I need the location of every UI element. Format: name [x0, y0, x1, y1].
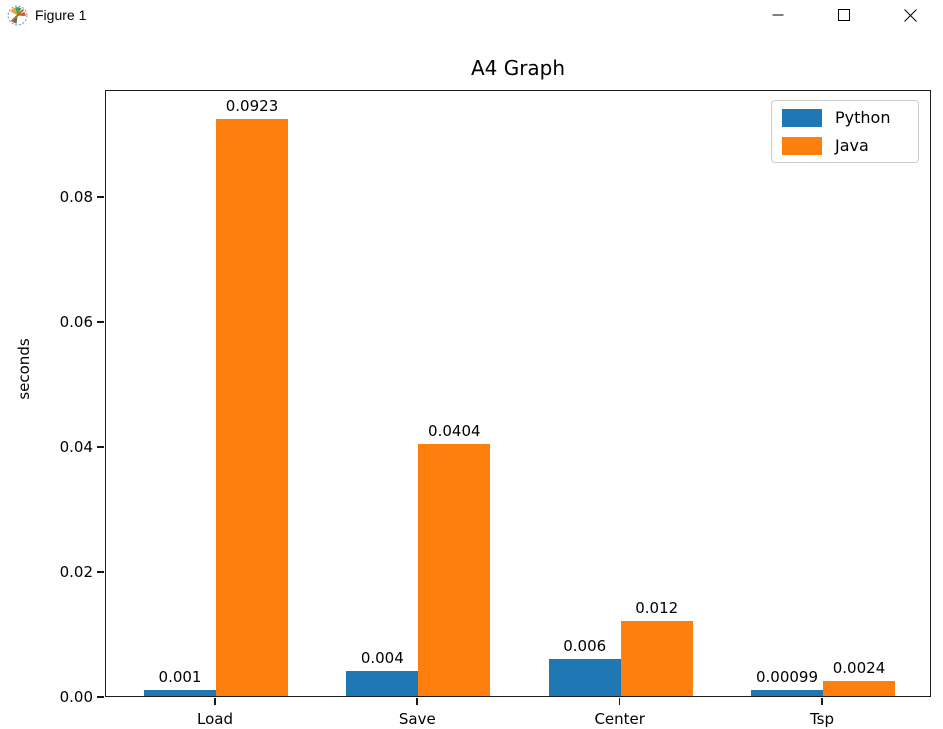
x-tick-label: Load — [197, 710, 233, 728]
chart-legend: Python Java — [771, 100, 919, 163]
x-tick-label: Save — [398, 710, 436, 728]
y-tick-label: 0.02 — [59, 563, 93, 581]
bar-value-label: 0.012 — [635, 599, 679, 617]
bar-value-label: 0.001 — [158, 667, 202, 686]
plot-area: 0.001 0.004 0.006 0.00099 0.0923 0.0404 0.012 0… — [105, 90, 931, 697]
bar-python-center — [548, 658, 621, 696]
y-axis-label: seconds — [15, 338, 33, 400]
bar-java-center — [620, 621, 693, 696]
legend-swatch-python — [782, 108, 822, 127]
y-tick-mark — [97, 696, 104, 698]
close-icon — [903, 8, 917, 22]
bar-value-label: 0.0024 — [832, 659, 886, 677]
bar-value-label: 0.0404 — [428, 421, 481, 440]
x-tick-mark — [214, 698, 216, 705]
x-tick-mark — [416, 698, 418, 705]
y-tick-mark — [97, 196, 104, 198]
x-tick-mark — [821, 698, 823, 705]
bar-java-tsp — [823, 681, 895, 696]
close-button[interactable] — [877, 0, 943, 30]
bar-value-label: 0.0923 — [225, 97, 279, 116]
x-tick-label: Tsp — [809, 710, 835, 728]
bar-python-save — [346, 671, 419, 696]
x-tick-label: Center — [594, 710, 645, 728]
minimize-icon — [772, 14, 784, 16]
chart-title: A4 Graph — [470, 56, 566, 80]
y-tick-mark — [97, 446, 104, 448]
x-tick-mark — [618, 698, 621, 705]
y-tick-mark — [97, 571, 104, 573]
maximize-button[interactable] — [811, 0, 877, 30]
legend-item-python: Python — [782, 108, 908, 127]
y-tick-label: 0.04 — [59, 438, 93, 456]
legend-item-java: Java — [782, 136, 908, 155]
bar-java-load — [216, 119, 288, 696]
window-title: Figure 1 — [35, 7, 87, 23]
bar-value-label: 0.006 — [563, 636, 607, 655]
window-titlebar[interactable]: Figure 1 — [0, 0, 943, 30]
legend-swatch-java — [782, 136, 822, 155]
chart-canvas: A4 Graph seconds 0.001 0.004 0.006 0.00099 0… — [0, 30, 943, 729]
bar-value-label: 0.00099 — [755, 667, 819, 686]
minimize-button[interactable] — [745, 0, 811, 30]
bar-java-save — [418, 443, 491, 696]
maximize-icon — [838, 9, 850, 21]
bar-python-load — [144, 689, 216, 696]
legend-label: Python — [835, 108, 891, 127]
y-tick-label: 0.00 — [59, 688, 93, 706]
matplotlib-logo-icon — [7, 5, 28, 25]
legend-label: Java — [835, 136, 869, 155]
window-controls — [745, 0, 943, 30]
y-tick-mark — [97, 321, 104, 323]
y-tick-label: 0.08 — [59, 188, 93, 206]
bar-value-label: 0.004 — [360, 649, 404, 667]
bar-python-tsp — [751, 689, 823, 696]
y-tick-label: 0.06 — [59, 313, 93, 331]
